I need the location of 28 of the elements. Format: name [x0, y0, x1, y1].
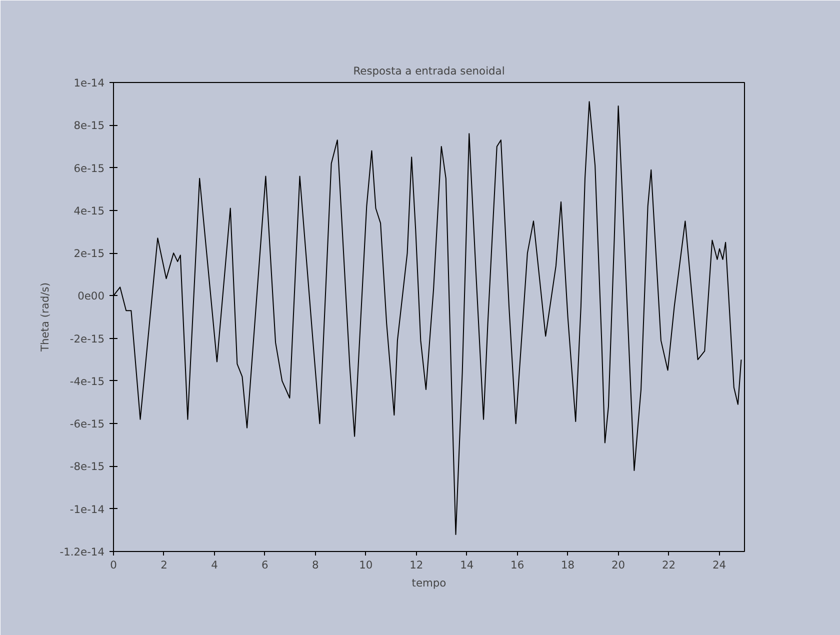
x-tick-label: 24 [712, 558, 726, 572]
y-tick-label: 0e00 [78, 290, 105, 303]
x-tick-label: 8 [312, 558, 320, 572]
x-tick-label: 4 [211, 558, 218, 572]
y-tick-label: 6e-15 [74, 162, 105, 175]
x-tick-label: 0 [110, 558, 118, 572]
x-axis-title: tempo [412, 576, 446, 590]
x-tick-label: 12 [410, 558, 424, 572]
y-tick-label: -6e-15 [70, 418, 105, 431]
y-axis-title: Theta (rad/s) [38, 282, 52, 353]
x-tick-label: 20 [612, 558, 626, 572]
x-tick-label: 10 [359, 558, 373, 572]
y-tick-label: 2e-15 [74, 247, 105, 260]
x-tick-label: 22 [662, 558, 676, 572]
y-tick-label: 1e-14 [74, 76, 105, 90]
y-tick-label: -8e-15 [70, 460, 105, 474]
x-tick-label: 16 [510, 558, 524, 572]
y-tick-label: -1.2e-14 [60, 546, 105, 558]
y-tick-label: -2e-15 [70, 332, 105, 346]
y-tick-label: 4e-15 [74, 204, 105, 218]
y-tick-label: -1e-14 [70, 502, 105, 516]
chart-title: Resposta a entrada senoidal [353, 64, 505, 78]
x-tick-label: 14 [460, 558, 474, 572]
y-tick-label: 8e-15 [74, 119, 105, 132]
y-tick-label: -4e-15 [70, 374, 105, 388]
x-tick-label: 6 [262, 558, 269, 572]
x-tick-label: 18 [561, 558, 575, 572]
x-tick-label: 2 [160, 558, 168, 572]
